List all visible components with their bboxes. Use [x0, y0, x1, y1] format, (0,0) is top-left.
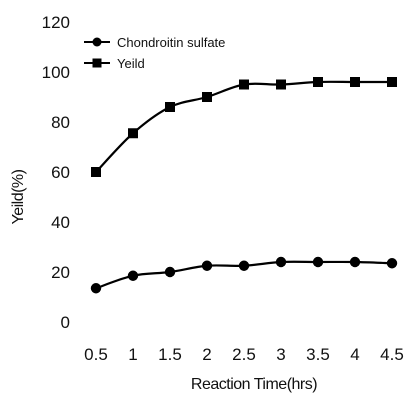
data-point-yeild [165, 102, 175, 112]
legend: Chondroitin sulfate Yeild [84, 35, 225, 71]
data-point-yeild [350, 77, 360, 87]
data-point-yeild [313, 77, 323, 87]
y-tick-label: 20 [51, 263, 70, 282]
series-line-yeild [95, 80, 392, 173]
data-point-chondroitin [164, 266, 176, 278]
legend-label-yeild: Yeild [117, 56, 145, 71]
y-axis-title: Yeild(%) [10, 169, 27, 224]
legend-circle-marker [92, 37, 102, 47]
data-point-chondroitin [90, 283, 102, 294]
x-axis-title: Reaction Time(hrs) [191, 376, 317, 393]
data-point-yeild [128, 128, 138, 139]
x-tick-label: 1 [128, 345, 137, 364]
data-point-chondroitin [386, 258, 398, 269]
x-tick-label: 2 [202, 345, 211, 364]
y-tick-label: 0 [61, 313, 70, 332]
data-point-chondroitin [312, 256, 324, 268]
data-point-yeild [387, 77, 397, 87]
data-point-chondroitin [201, 260, 213, 271]
x-axis-ticks: 0.5 1 1.5 2 2.5 3 3.5 4 4.5 [84, 345, 404, 364]
legend-square-marker [92, 58, 102, 68]
legend-item-chondroitin: Chondroitin sulfate [84, 35, 225, 50]
data-point-chondroitin [238, 260, 250, 271]
y-tick-label: 80 [51, 113, 70, 132]
y-tick-label: 40 [51, 213, 70, 232]
x-tick-label: 4.5 [380, 345, 404, 364]
y-tick-label: 120 [42, 13, 70, 32]
legend-label-chondroitin: Chondroitin sulfate [117, 35, 225, 50]
legend-item-yeild: Yeild [84, 56, 145, 71]
data-point-yeild [202, 92, 212, 102]
x-tick-label: 2.5 [232, 345, 256, 364]
series-yeild [91, 77, 397, 177]
data-point-yeild [239, 79, 249, 90]
data-point-chondroitin [127, 270, 139, 281]
x-tick-label: 0.5 [84, 345, 108, 364]
series-chondroitin [90, 256, 398, 294]
data-point-yeild [276, 79, 286, 90]
x-tick-label: 3 [276, 345, 285, 364]
y-axis-ticks: 0 20 40 60 80 100 120 [42, 13, 70, 332]
y-tick-label: 100 [42, 63, 70, 82]
series-layer [90, 77, 398, 294]
data-point-chondroitin [349, 256, 361, 268]
x-tick-label: 4 [350, 345, 359, 364]
y-tick-label: 60 [51, 163, 70, 182]
data-point-chondroitin [275, 256, 287, 268]
x-tick-label: 1.5 [158, 345, 182, 364]
data-point-yeild [91, 167, 101, 177]
x-tick-label: 3.5 [306, 345, 330, 364]
